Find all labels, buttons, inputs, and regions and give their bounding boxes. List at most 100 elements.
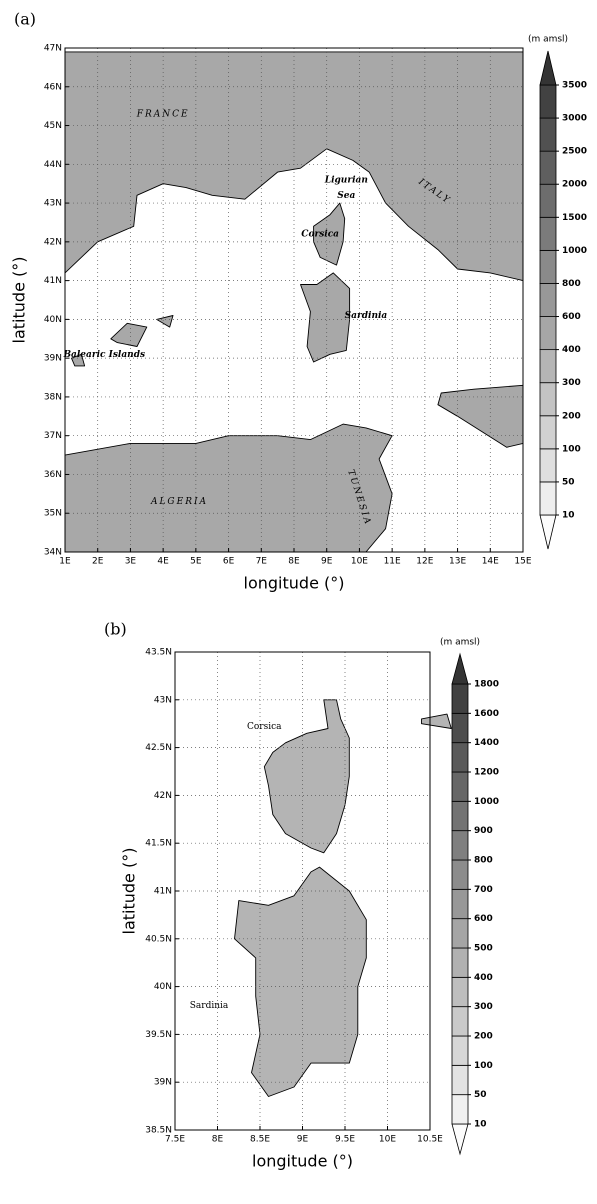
- place-label: FRANCE: [136, 109, 190, 119]
- colorbar-segment: [451, 1006, 469, 1037]
- y-tick-label: 43N: [44, 199, 62, 209]
- y-tick-label: 42.5N: [145, 743, 172, 753]
- x-tick-label: 1E: [59, 557, 71, 567]
- x-tick-label: 11E: [384, 557, 401, 567]
- x-tick-label: 9.5E: [335, 1135, 355, 1145]
- colorbar-segment: [451, 1035, 469, 1066]
- place-label: Ligurian: [324, 175, 368, 185]
- panel-label: (b): [104, 620, 127, 639]
- y-tick-label: 43.5N: [145, 648, 172, 658]
- y-tick-label: 43N: [154, 695, 172, 705]
- colorbar-segment: [451, 888, 469, 920]
- place-label: Corsica: [301, 230, 339, 240]
- y-tick-label: 40N: [44, 315, 62, 325]
- colorbar-label: (m amsl): [528, 35, 568, 45]
- colorbar-tick-label: 1400: [474, 738, 499, 748]
- y-tick-label: 38.5N: [145, 1126, 172, 1136]
- colorbar-tick-label: 1000: [562, 246, 587, 256]
- x-tick-label: 8.5E: [250, 1135, 270, 1145]
- y-tick-label: 41N: [44, 276, 62, 286]
- y-tick-label: 47N: [44, 44, 62, 54]
- land: [421, 713, 452, 729]
- colorbar-tick-label: 100: [474, 1061, 493, 1071]
- colorbar-segment: [451, 859, 469, 890]
- y-tick-label: 41N: [154, 887, 172, 897]
- colorbar-segment: [451, 771, 469, 802]
- land: [71, 353, 86, 367]
- colorbar-segment: [451, 800, 469, 832]
- y-tick-label: 42N: [44, 237, 62, 247]
- x-tick-label: 13E: [449, 557, 466, 567]
- colorbar-tick-label: 50: [562, 477, 575, 487]
- x-tick-label: 8E: [212, 1135, 224, 1145]
- map-frame: [174, 651, 431, 1131]
- colorbar-label: (m amsl): [440, 638, 480, 648]
- colorbar-tick-label: 3000: [562, 114, 587, 124]
- land: [156, 315, 174, 328]
- x-tick-label: 9E: [297, 1135, 309, 1145]
- map-frame: [64, 47, 524, 553]
- x-tick-label: 15E: [514, 557, 531, 567]
- colorbar-segment: [451, 830, 469, 861]
- y-tick-label: 45N: [44, 121, 62, 131]
- colorbar-segment: [539, 283, 557, 317]
- y-axis-label: latitude (°): [120, 848, 139, 935]
- colorbar-tick-label: 100: [562, 444, 581, 454]
- colorbar-tick-label: 1000: [474, 797, 499, 807]
- y-tick-label: 40.5N: [145, 934, 172, 944]
- colorbar-tick-label: 200: [474, 1032, 493, 1042]
- y-tick-label: 46N: [44, 82, 62, 92]
- colorbar-segment: [539, 415, 557, 450]
- colorbar-segment: [539, 448, 557, 483]
- colorbar-tick-label: 800: [474, 856, 493, 866]
- y-tick-label: 39N: [44, 354, 62, 364]
- land: [437, 384, 524, 448]
- colorbar-tick-label: 50: [474, 1090, 487, 1100]
- colorbar-low: [451, 1123, 469, 1156]
- panel-label: (a): [14, 10, 36, 29]
- place-label: Corsica: [247, 722, 282, 732]
- y-tick-label: 42N: [154, 791, 172, 801]
- y-tick-label: 39.5N: [145, 1030, 172, 1040]
- y-tick-label: 35N: [44, 509, 62, 519]
- y-tick-label: 44N: [44, 160, 62, 170]
- place-label: ALGERIA: [150, 497, 208, 507]
- y-tick-label: 34N: [44, 548, 62, 558]
- x-tick-label: 10E: [351, 557, 368, 567]
- x-tick-label: 10E: [379, 1135, 396, 1145]
- colorbar-segment: [451, 1064, 469, 1096]
- y-tick-label: 37N: [44, 431, 62, 441]
- colorbar-tick-label: 1800: [474, 680, 499, 690]
- x-tick-label: 9E: [321, 557, 333, 567]
- x-axis-label: longitude (°): [244, 574, 345, 593]
- y-tick-label: 41.5N: [145, 839, 172, 849]
- colorbar-tick-label: 1500: [562, 213, 587, 223]
- x-axis-label: longitude (°): [252, 1152, 353, 1171]
- y-tick-label: 39N: [154, 1078, 172, 1088]
- colorbar-tick-label: 1600: [474, 709, 499, 719]
- place-label: Sardinia: [345, 311, 388, 321]
- colorbar-tick-label: 200: [562, 411, 581, 421]
- place-label: Balearic Islands: [62, 350, 145, 360]
- colorbar-tick-label: 10: [474, 1120, 487, 1130]
- colorbar-segment: [539, 349, 557, 384]
- x-tick-label: 10.5E: [417, 1135, 443, 1145]
- land: [263, 699, 350, 854]
- map-panel: 1E 2E 3E 4E 5E 6E 7E 8E 9E 10E 11E 12E 13E 14E 15E 34N 3…: [10, 10, 588, 593]
- colorbar-segment: [539, 117, 557, 152]
- x-tick-label: 6E: [223, 557, 235, 567]
- colorbar-segment: [451, 976, 469, 1008]
- y-axis-label: latitude (°): [10, 257, 29, 344]
- colorbar-tick-label: 400: [562, 345, 581, 355]
- colorbar-high: [539, 50, 557, 86]
- x-tick-label: 7E: [256, 557, 268, 567]
- colorbar-segment: [539, 150, 557, 185]
- colorbar-segment: [539, 481, 557, 516]
- land: [64, 51, 524, 282]
- x-tick-label: 5E: [190, 557, 202, 567]
- land: [110, 322, 148, 347]
- colorbar-segment: [539, 183, 557, 218]
- x-tick-label: 8E: [288, 557, 300, 567]
- colorbar-segment: [539, 249, 557, 284]
